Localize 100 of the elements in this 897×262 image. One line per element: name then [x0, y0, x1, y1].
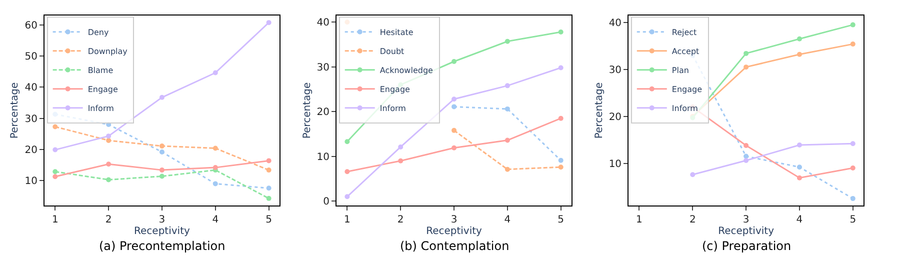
y-tick-label: 40: [316, 18, 330, 29]
legend-label: Inform: [672, 104, 698, 113]
point: [558, 65, 564, 70]
y-tick-label: 40: [24, 82, 38, 94]
x-tick-label: 2: [689, 214, 696, 226]
x-tick-label: 2: [105, 214, 112, 226]
point: [744, 158, 749, 164]
legend-label: Blame: [88, 66, 114, 75]
point: [504, 138, 510, 143]
point: [452, 145, 457, 150]
y-tick-label: 10: [608, 158, 622, 170]
x-tick-label: 3: [450, 214, 458, 226]
point: [504, 106, 510, 112]
y-axis-title: Percentage: [302, 82, 313, 139]
x-tick-label: 3: [742, 214, 750, 226]
point: [106, 177, 112, 182]
point: [850, 166, 856, 171]
y-tick-label: 50: [24, 51, 38, 62]
legend-label: Engage: [672, 84, 702, 94]
legend-label: Inform: [88, 104, 114, 113]
point: [52, 147, 58, 152]
point: [344, 194, 350, 200]
x-tick-label: 3: [158, 214, 166, 226]
y-tick-label: 30: [316, 62, 330, 74]
x-tick-label: 4: [212, 214, 219, 226]
x-axis-title: Receptivity: [134, 226, 190, 238]
legend-label: Doubt: [380, 46, 404, 56]
point: [212, 165, 218, 170]
y-tick-label: 20: [316, 107, 330, 118]
point: [344, 169, 350, 174]
point: [850, 196, 856, 202]
point: [159, 144, 164, 149]
point: [744, 50, 749, 56]
point: [744, 64, 749, 70]
y-tick-label: 30: [608, 64, 622, 76]
x-tick-label: 5: [266, 214, 272, 226]
point: [744, 154, 749, 159]
point: [344, 139, 350, 144]
point: [106, 134, 112, 139]
legend-label: Inform: [380, 104, 406, 113]
x-tick-label: 5: [558, 214, 564, 226]
legend-label: Acknowledge: [380, 66, 434, 75]
legend-label: Engage: [380, 84, 410, 94]
y-tick-label: 10: [316, 152, 330, 163]
point: [266, 186, 272, 191]
x-tick-label: 1: [344, 214, 350, 226]
legend-label: Reject: [672, 28, 697, 37]
y-tick-label: 20: [608, 112, 622, 123]
point: [52, 174, 58, 180]
y-tick-label: 60: [24, 20, 38, 32]
point: [504, 83, 510, 88]
point: [212, 146, 218, 151]
x-tick-label: 5: [850, 214, 856, 226]
legend-label: Accept: [672, 46, 700, 56]
point: [850, 141, 856, 146]
legend-label: Deny: [88, 28, 109, 37]
point: [452, 128, 457, 133]
point: [452, 104, 457, 110]
text: (a) Precontemplation: [99, 239, 226, 253]
point: [159, 168, 164, 173]
legend-label: Plan: [672, 66, 689, 75]
point: [850, 22, 856, 28]
y-axis-title: Percentage: [10, 82, 21, 139]
text: (b) Contemplation: [400, 239, 510, 253]
x-tick-label: 4: [796, 214, 803, 226]
point: [106, 138, 112, 143]
point: [212, 70, 218, 76]
x-tick-label: 2: [397, 214, 404, 226]
point: [558, 29, 564, 34]
point: [52, 169, 58, 174]
point: [504, 38, 510, 44]
point: [558, 116, 564, 121]
text: (c) Preparation: [702, 239, 792, 253]
x-tick-label: 1: [636, 214, 642, 226]
x-axis-title: Receptivity: [718, 226, 774, 238]
point: [159, 149, 164, 154]
point: [212, 181, 218, 186]
point: [398, 144, 404, 150]
x-tick-label: 1: [52, 214, 58, 226]
x-axis-title: Receptivity: [426, 226, 482, 238]
point: [452, 96, 457, 102]
point: [266, 168, 272, 173]
point: [796, 142, 802, 148]
point: [558, 158, 564, 163]
point: [159, 94, 164, 100]
point: [266, 20, 272, 26]
point: [504, 166, 510, 172]
point: [398, 158, 404, 164]
y-tick-label: 20: [24, 144, 38, 156]
y-tick-label: 40: [608, 18, 622, 29]
point: [558, 164, 564, 170]
point: [52, 124, 58, 130]
point: [266, 158, 272, 164]
point: [796, 52, 802, 57]
point: [796, 164, 802, 170]
point: [850, 42, 856, 47]
point: [796, 175, 802, 180]
y-tick-label: 30: [24, 114, 38, 125]
legend-label: Engage: [88, 84, 118, 94]
point: [452, 59, 457, 64]
